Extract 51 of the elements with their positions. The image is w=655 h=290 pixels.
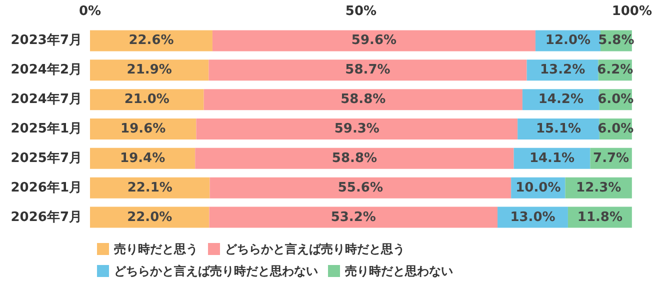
data-label: 11.8% [577,210,622,225]
y-tick-label: 2025年1月 [10,122,82,136]
data-label: 58.8% [340,92,386,108]
bar [196,118,518,140]
data-label: 10.0% [516,180,561,196]
bar [212,30,536,52]
x-tick-label: 100% [612,4,652,19]
data-label: 15.1% [536,122,582,136]
data-label: 7.7% [593,150,630,166]
y-tick-label: 2026年7月 [10,210,82,225]
y-tick-label: 2025年7月 [10,150,82,166]
y-tick-label: 2023年7月 [10,33,82,48]
data-label: 12.3% [576,180,622,196]
bar [90,30,212,52]
bar [90,89,204,110]
data-label: 58.8% [332,150,378,166]
x-tick-label: 50% [345,4,377,19]
y-tick-label: 2024年2月 [10,62,82,78]
data-label: 22.1% [127,180,172,196]
data-label: 19.4% [120,150,166,166]
data-label: 14.1% [529,150,575,166]
x-tick-label: 0% [78,4,102,19]
legend-label: どちらかと言えば売り時だと思う [225,242,405,256]
data-label: 12.0% [545,33,591,48]
bar [90,206,210,228]
bar [90,177,210,198]
bar [204,89,522,110]
data-label: 59.3% [334,122,380,136]
legend-label: 売り時だと思う [114,242,198,256]
data-label: 22.0% [127,210,172,225]
bar [210,177,512,198]
bar [90,148,196,169]
legend-label: どちらかと言えば売り時だと思わない [114,264,318,278]
data-label: 21.0% [124,92,170,108]
bar [209,206,498,228]
data-label: 19.6% [120,122,166,136]
data-label: 22.6% [128,33,174,48]
data-label: 13.0% [510,210,556,225]
data-label: 53.2% [330,210,376,225]
data-label: 59.6% [351,33,397,48]
y-tick-label: 2024年7月 [10,92,82,108]
y-tick-label: 2026年1月 [10,180,82,196]
data-label: 58.7% [345,62,390,78]
data-label: 13.2% [540,62,586,78]
data-label: 14.2% [538,92,584,108]
data-label: 21.9% [126,62,172,78]
bar [90,60,209,81]
legend-label: 売り時だと思わない [345,264,453,278]
data-label: 55.6% [338,180,383,196]
bar [195,148,514,169]
bar [208,60,527,81]
